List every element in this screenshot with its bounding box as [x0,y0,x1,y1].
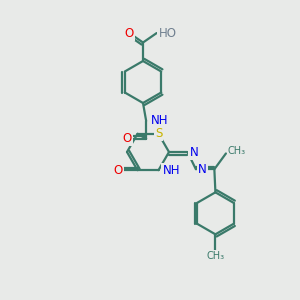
Text: HO: HO [159,27,177,40]
Text: CH₃: CH₃ [206,250,224,260]
Text: NH: NH [163,164,180,177]
Text: O: O [114,164,123,177]
Text: S: S [155,127,162,140]
Text: N: N [190,146,198,158]
Text: NH: NH [151,114,169,127]
Text: O: O [122,132,132,145]
Text: N: N [198,163,207,176]
Text: CH₃: CH₃ [228,146,246,157]
Text: O: O [125,27,134,40]
